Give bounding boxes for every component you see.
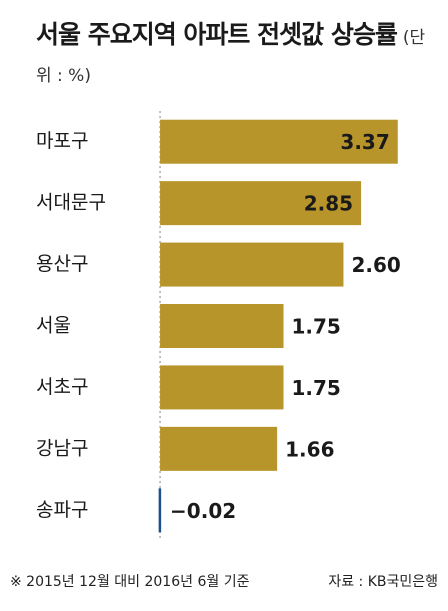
value-label: 2.60 (351, 253, 400, 277)
y-tick-label: 서대문구 (36, 192, 106, 214)
value-label: −0.02 (170, 499, 236, 523)
bar (160, 242, 344, 287)
value-label: 1.75 (292, 376, 341, 400)
bar (160, 119, 398, 164)
chart-title: 서울 주요지역 아파트 전셋값 상승률 (36, 20, 398, 49)
bar (160, 365, 284, 410)
value-label: 3.37 (340, 130, 389, 154)
y-tick-label: 용산구 (36, 253, 88, 275)
source: 자료 : KB국민은행 (328, 574, 438, 590)
value-label: 1.75 (292, 315, 341, 339)
note: ※ 2015년 12월 대비 2016년 6월 기준 (10, 574, 250, 590)
y-tick-label: 서초구 (36, 376, 88, 398)
header: 서울 주요지역 아파트 전셋값 상승률 (단위 : %) (36, 16, 436, 95)
value-label: 1.66 (285, 437, 334, 461)
unit-label: (단위 : %) (36, 28, 426, 86)
bar (160, 304, 284, 348)
y-tick-label: 송파구 (36, 499, 88, 521)
bar (160, 181, 362, 226)
bar (160, 426, 278, 471)
value-label: 2.85 (304, 192, 353, 216)
y-tick-label: 강남구 (36, 437, 88, 459)
y-tick-label: 마포구 (36, 130, 88, 152)
bar (158, 488, 162, 533)
y-tick-label: 서울 (36, 315, 71, 337)
